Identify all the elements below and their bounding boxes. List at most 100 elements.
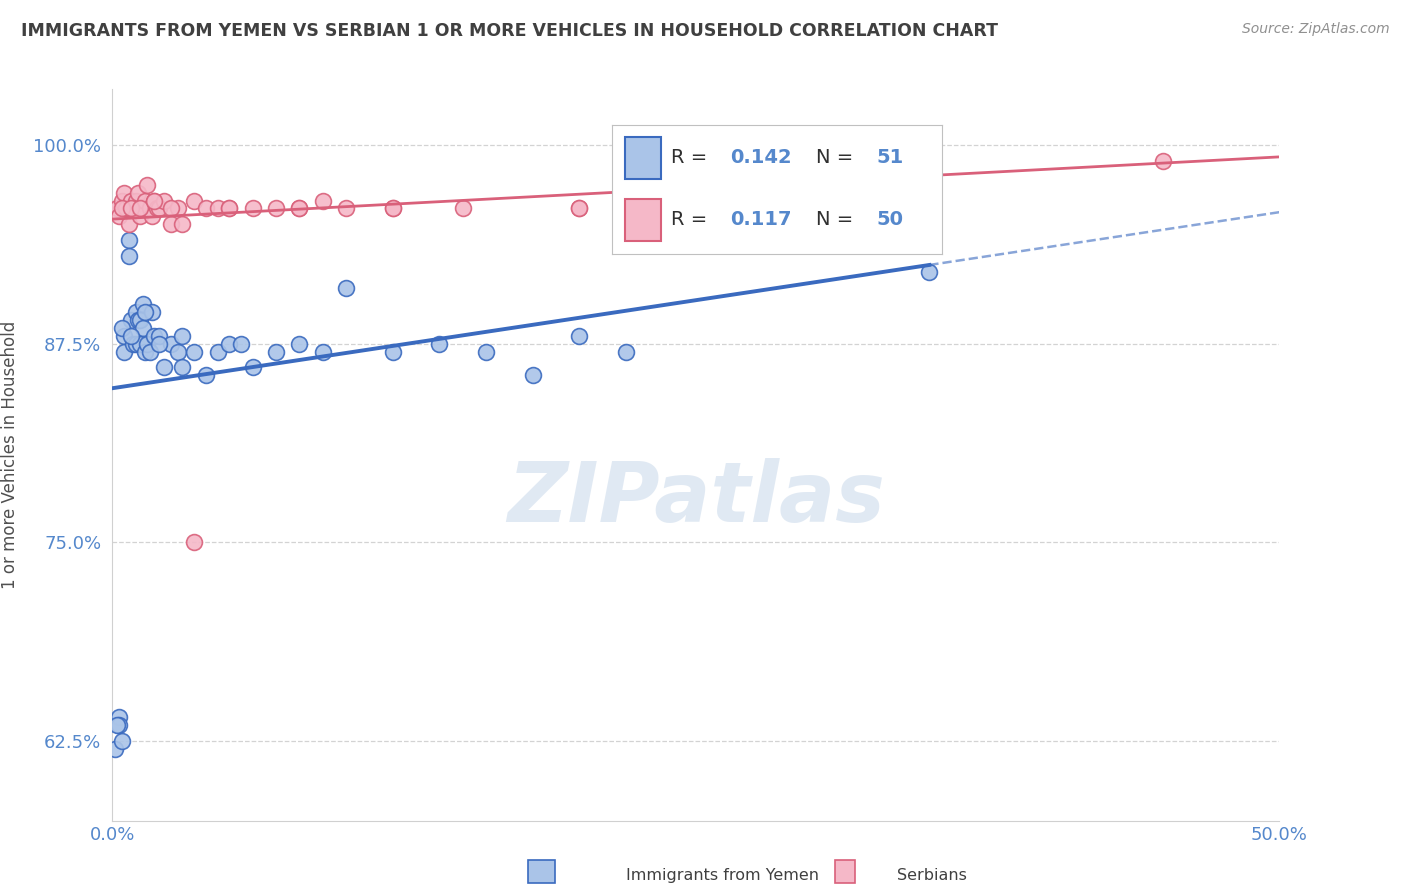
Point <box>218 202 240 216</box>
FancyBboxPatch shape <box>624 136 661 179</box>
Point <box>127 186 149 200</box>
FancyBboxPatch shape <box>529 861 555 883</box>
Point <box>148 202 170 216</box>
Text: N =: N = <box>817 148 853 167</box>
Point <box>288 202 311 216</box>
Point <box>568 202 591 216</box>
Point <box>218 336 240 351</box>
Text: ZIPatlas: ZIPatlas <box>508 458 884 540</box>
Point <box>1152 153 1174 168</box>
Point <box>427 336 450 351</box>
Point <box>122 336 145 351</box>
Text: 0.142: 0.142 <box>731 148 792 167</box>
Point <box>104 742 127 756</box>
Point <box>105 202 128 216</box>
Point <box>522 368 544 383</box>
Point <box>451 202 474 216</box>
Point <box>120 194 142 208</box>
Point <box>108 210 131 224</box>
Point <box>160 336 183 351</box>
Point <box>143 194 166 208</box>
Point <box>120 328 142 343</box>
Point <box>172 360 194 375</box>
Point <box>288 336 311 351</box>
Point <box>141 210 163 224</box>
Point <box>172 328 194 343</box>
Point <box>111 202 134 216</box>
Point <box>207 344 229 359</box>
Point <box>288 202 311 216</box>
Point <box>568 328 591 343</box>
Point <box>111 734 134 748</box>
Point <box>134 305 156 319</box>
Point <box>143 194 166 208</box>
Text: R =: R = <box>671 210 707 229</box>
FancyBboxPatch shape <box>624 199 661 242</box>
Point <box>122 202 145 216</box>
Point <box>568 202 591 216</box>
Point <box>685 194 707 208</box>
Point <box>242 360 264 375</box>
Point <box>112 328 135 343</box>
Point <box>166 344 188 359</box>
Point <box>918 137 941 152</box>
Point <box>129 312 152 326</box>
Point <box>242 202 264 216</box>
Point <box>143 328 166 343</box>
Point <box>134 194 156 208</box>
Point <box>112 344 135 359</box>
Text: 50: 50 <box>876 210 903 229</box>
Point <box>311 344 333 359</box>
Point <box>848 153 870 168</box>
Point <box>139 344 162 359</box>
Point <box>218 202 240 216</box>
Point <box>120 312 142 326</box>
Point <box>183 535 205 549</box>
Point <box>148 328 170 343</box>
Point <box>105 718 128 732</box>
Point <box>183 194 205 208</box>
Point <box>118 218 141 232</box>
Point <box>129 210 152 224</box>
Point <box>127 312 149 326</box>
Point <box>111 320 134 334</box>
Point <box>264 344 287 359</box>
Point <box>108 710 131 724</box>
Point <box>136 336 159 351</box>
Point <box>153 360 176 375</box>
Point <box>125 194 148 208</box>
Text: Immigrants from Yemen: Immigrants from Yemen <box>626 869 818 883</box>
Point <box>264 202 287 216</box>
Text: R =: R = <box>671 148 707 167</box>
Point <box>132 202 155 216</box>
Point <box>125 336 148 351</box>
Point <box>614 344 637 359</box>
Point <box>146 202 169 216</box>
Point <box>172 218 194 232</box>
Text: Source: ZipAtlas.com: Source: ZipAtlas.com <box>1241 22 1389 37</box>
Y-axis label: 1 or more Vehicles in Household: 1 or more Vehicles in Household <box>1 321 20 589</box>
Point <box>115 202 138 216</box>
Point <box>111 194 134 208</box>
Point <box>229 336 252 351</box>
Point <box>160 218 183 232</box>
Text: 51: 51 <box>876 148 903 167</box>
Point <box>132 320 155 334</box>
Point <box>132 297 155 311</box>
Point <box>134 344 156 359</box>
Text: N =: N = <box>817 210 853 229</box>
Point <box>194 202 217 216</box>
Point <box>129 202 152 216</box>
Point <box>207 202 229 216</box>
Point <box>381 344 404 359</box>
Text: 0.117: 0.117 <box>731 210 792 229</box>
Point <box>141 305 163 319</box>
Point <box>194 368 217 383</box>
Point <box>918 265 941 279</box>
Text: Serbians: Serbians <box>897 869 967 883</box>
Point <box>125 305 148 319</box>
Point <box>335 202 357 216</box>
Point <box>108 718 131 732</box>
Point <box>112 186 135 200</box>
Point <box>801 178 824 192</box>
